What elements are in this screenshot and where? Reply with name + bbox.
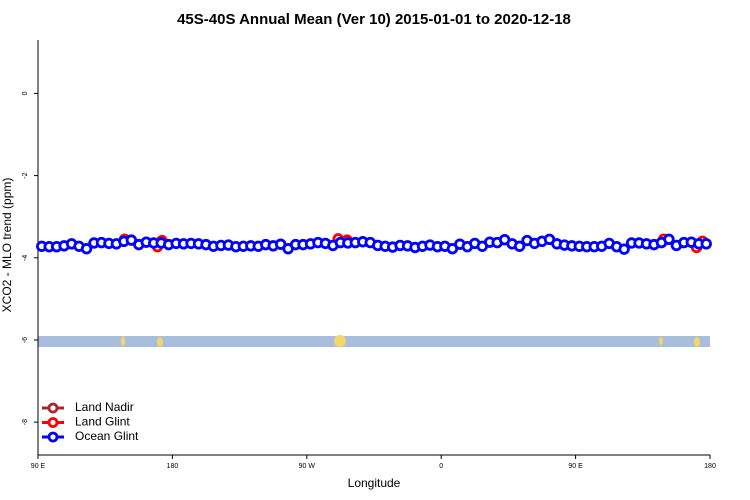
x-tick-label: 90 E: [568, 463, 583, 470]
data-point: [663, 233, 675, 245]
x-tick-label: 90 E: [31, 463, 46, 470]
y-tick-label: -6: [22, 337, 29, 343]
land-mask: [38, 335, 710, 347]
y-tick-label: -2: [22, 172, 29, 178]
x-tick-label: 0: [439, 463, 443, 470]
chart-title: 45S-40S Annual Mean (Ver 10) 2015-01-01 …: [177, 11, 571, 28]
y-tick-label: -8: [22, 419, 29, 425]
x-tick-label: 90 W: [299, 463, 316, 470]
legend-label: Land Nadir: [75, 400, 134, 414]
legend-marker: [47, 417, 59, 428]
legend-marker: [47, 402, 59, 414]
legend-marker: [47, 431, 59, 443]
y-tick-label: 0: [22, 91, 29, 95]
data-point: [513, 240, 526, 252]
data-point: [618, 243, 630, 255]
y-tick-label: -4: [22, 255, 29, 261]
data-point: [80, 243, 93, 255]
legend-label: Land Glint: [75, 415, 130, 429]
x-tick-label: 180: [167, 463, 179, 470]
legend-label: Ocean Glint: [75, 429, 139, 443]
x-axis-label: Longitude: [348, 476, 401, 490]
y-axis-label: XCO2 - MLO trend (ppm): [0, 178, 14, 313]
x-tick-label: 180: [704, 463, 716, 470]
data-point: [700, 238, 712, 250]
